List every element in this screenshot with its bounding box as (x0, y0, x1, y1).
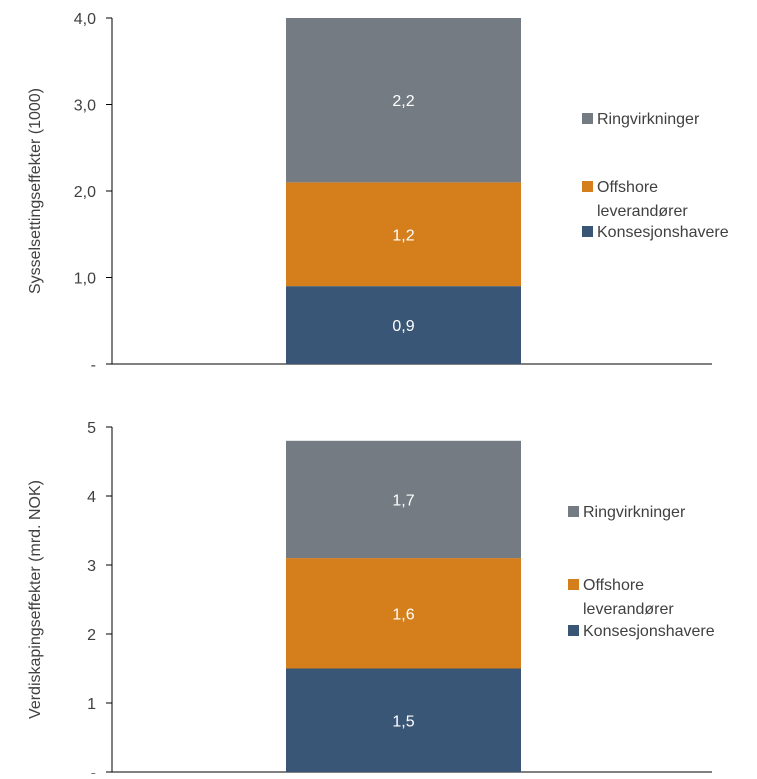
chart1-data-label-offshore: 1,2 (392, 227, 414, 244)
chart1-legend-label-offshore: Offshore (597, 179, 658, 196)
chart1-data-label-konsesjonshavere: 0,9 (392, 318, 414, 335)
chart1-legend-label-konsesjonshavere: Konsesjonshavere (597, 224, 729, 241)
chart1-legend-label-offshore: leverandører (597, 203, 688, 220)
chart2-data-label-konsesjonshavere: 1,5 (392, 713, 414, 730)
chart2-legend-label-offshore: leverandører (583, 601, 674, 618)
chart2-legend-label-offshore: Offshore (583, 577, 644, 594)
chart1-legend-swatch-konsesjonshavere (582, 226, 593, 237)
chart1-legend-swatch-offshore (582, 181, 593, 192)
chart2-bar-offshore (286, 558, 521, 669)
chart2-y-tick-label: 1 (87, 696, 96, 713)
chart1-y-tick-label: 3,0 (74, 98, 96, 115)
chart2-legend-swatch-offshore (568, 579, 579, 590)
chart1-bar-konsesjonshavere (286, 286, 521, 364)
chart1-data-label-ringvirkninger: 2,2 (392, 93, 414, 110)
chart2-legend-swatch-konsesjonshavere (568, 625, 579, 636)
chart1-bar-offshore (286, 182, 521, 287)
chart2-legend-label-ringvirkninger: Ringvirkninger (583, 504, 686, 521)
chart2-y-tick-label: 4 (87, 489, 96, 506)
chart2-y-tick-label: 3 (87, 558, 96, 575)
chart1-y-tick-label: 4,0 (74, 11, 96, 28)
chart1-y-tick-label: 1,0 (74, 271, 96, 288)
chart2-data-label-ringvirkninger: 1,7 (392, 492, 414, 509)
chart1-y-axis-label: Sysselsettingseffekter (1000) (27, 88, 44, 294)
chart2-bar-ringvirkninger (286, 440, 521, 559)
chart2-y-tick-label: 2 (87, 627, 96, 644)
chart2-legend-label-konsesjonshavere: Konsesjonshavere (583, 623, 715, 640)
chart2-y-axis-label: Verdiskapingseffekter (mrd. NOK) (27, 480, 44, 719)
chart1-legend-swatch-ringvirkninger (582, 113, 593, 124)
chart1-y-tick-label: - (91, 357, 96, 374)
chart1-y-tick-label: 2,0 (74, 184, 96, 201)
chart1-legend-label-ringvirkninger: Ringvirkninger (597, 111, 700, 128)
chart2-legend-swatch-ringvirkninger (568, 506, 579, 517)
chart2-y-tick-label: - (91, 765, 96, 774)
chart2-bar-konsesjonshavere (286, 668, 521, 772)
chart2-data-label-offshore: 1,6 (392, 606, 414, 623)
chart2-y-tick-label: 5 (87, 420, 96, 437)
chart1-bar-ringvirkninger (286, 18, 521, 183)
